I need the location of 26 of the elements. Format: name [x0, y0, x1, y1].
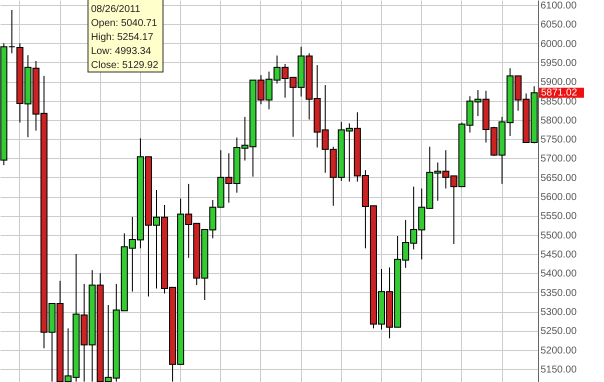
y-tick-label: 5800.00 — [540, 115, 578, 126]
y-tick-label: 5750.00 — [540, 134, 578, 146]
y-tick-label: 5950.00 — [540, 58, 578, 69]
annotation: High: 5254.17 — [91, 32, 154, 43]
y-tick-label: 5150.00 — [540, 364, 578, 376]
y-tick-label: 6100.00 — [540, 0, 578, 12]
annotation: Close: 5129.92 — [91, 60, 159, 71]
y-tick-label: 6050.00 — [540, 20, 578, 31]
y-tick-label: 5450.00 — [540, 250, 578, 261]
annotation: 08/26/2011 — [91, 4, 141, 15]
y-tick-label: 5500.00 — [540, 230, 578, 242]
y-tick-label: 5250.00 — [540, 326, 578, 338]
y-tick-label: 5300.00 — [540, 307, 578, 318]
y-tick-label: 5900.00 — [540, 77, 578, 88]
y-tick-label: 5400.00 — [540, 268, 578, 280]
annotation: Low: 4993.34 — [91, 46, 152, 57]
y-tick-label: 5600.00 — [540, 192, 578, 204]
y-tick-label: 5700.00 — [540, 154, 578, 165]
y-tick-label: 5650.00 — [540, 172, 578, 184]
y-tick-label: 6000.00 — [540, 38, 578, 50]
y-tick-label: 5850.00 — [540, 96, 578, 108]
y-tick-label: 5550.00 — [540, 211, 578, 222]
annotation: Open: 5040.71 — [91, 18, 158, 29]
text: 5871.02 — [541, 88, 578, 99]
y-tick-label: 5200.00 — [540, 345, 578, 356]
y-tick-label: 5350.00 — [540, 288, 578, 299]
